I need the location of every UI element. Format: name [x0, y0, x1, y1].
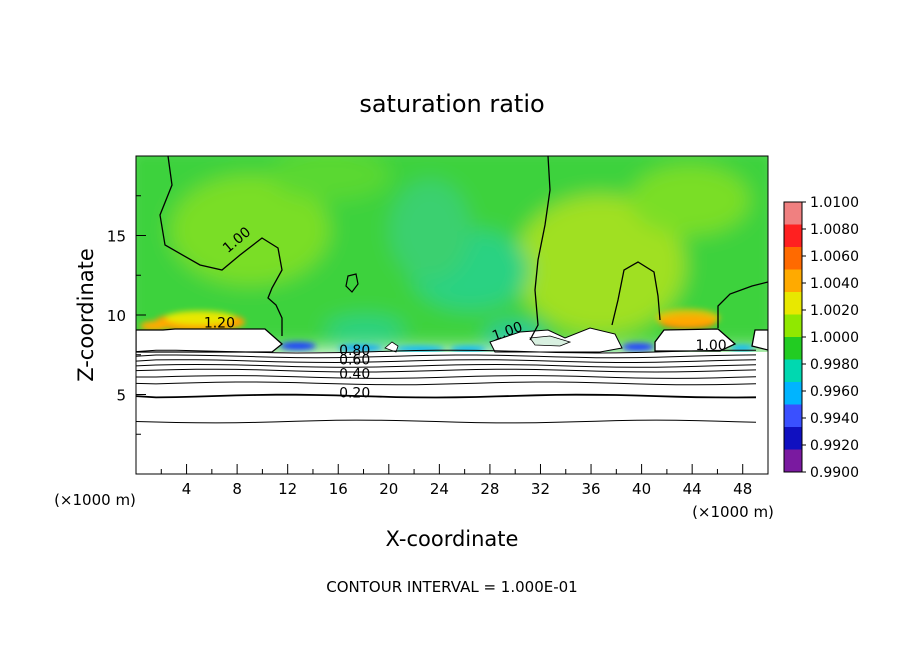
colorbar-label: 1.0000 [810, 330, 859, 346]
contour-line-1-00-far-right [717, 281, 768, 328]
x-tick-label: 12 [278, 480, 297, 498]
x-axis-unit-right: (×1000 m) [692, 503, 774, 521]
x-tick-label: 36 [581, 480, 600, 498]
colorbar-label: 1.0020 [810, 303, 859, 319]
x-tick-label: 48 [733, 480, 752, 498]
contour-label: 1.00 [696, 338, 727, 354]
contour-line [136, 381, 757, 386]
contour-label: 0.40 [339, 367, 370, 383]
y-axis-label: Z-coordinate [74, 248, 98, 382]
colorbar-label: 0.9980 [810, 357, 859, 373]
x-tick-label: 4 [182, 480, 192, 498]
cloud-lens-right [654, 328, 737, 352]
heatmap-field [136, 156, 768, 350]
y-tick-label: 15 [107, 228, 126, 246]
lower-contour-lines [136, 349, 757, 424]
colorbar-label: 1.0080 [810, 222, 859, 238]
colorbar-label: 1.0100 [810, 195, 859, 211]
x-tick-label: 32 [531, 480, 550, 498]
contour-line [136, 363, 757, 368]
contour-line-1-00-right [611, 261, 661, 326]
colorbar-swatch [784, 404, 802, 428]
x-tick-label: 28 [480, 480, 499, 498]
colorbar-swatch [784, 359, 802, 383]
plot-area: 1.001.20 1.001.000.800.600.400.20 [136, 156, 768, 474]
contour-line [136, 419, 757, 424]
colorbar-swatch [784, 202, 802, 225]
x-tick-label: 44 [683, 480, 702, 498]
x-tick-label: 16 [329, 480, 348, 498]
colorbar-swatch [784, 269, 802, 293]
cloud-lens-left [136, 328, 284, 353]
colorbar-label: 0.9920 [810, 438, 859, 454]
colorbar-label: 0.9940 [810, 411, 859, 427]
y-tick-label: 5 [116, 387, 126, 405]
x-tick-label: 8 [232, 480, 242, 498]
colorbar-swatch [784, 449, 802, 473]
colorbar-label: 1.0040 [810, 276, 859, 292]
colorbar-swatch [784, 427, 802, 450]
contour-line [136, 349, 756, 354]
x-tick-label: 20 [379, 480, 398, 498]
contour-line-1-00-center [529, 156, 551, 341]
contour-line [136, 393, 757, 399]
x-axis-unit-left: (×1000 m) [54, 491, 136, 509]
colorbar-label: 0.9900 [810, 465, 859, 481]
contour-line [136, 375, 757, 379]
cloud-lens-edge [751, 329, 768, 351]
x-tick-label: 24 [430, 480, 449, 498]
contour-label: 0.80 [339, 343, 370, 359]
x-axis-label: X-coordinate [386, 527, 519, 551]
colorbar-swatch [784, 224, 802, 248]
colorbar-label: 1.0060 [810, 249, 859, 265]
y-axis: 5 10 15 [107, 195, 146, 435]
contour-line-1-00-left [159, 156, 283, 336]
colorbar-swatch [784, 382, 802, 405]
contour-label: 0.60 [339, 352, 370, 368]
x-axis: 4 8 12 16 20 24 28 32 36 40 44 48 [160, 464, 752, 498]
colorbar: 1.0100 1.0080 1.0060 1.0040 1.0020 1.0000 0.99… [783, 195, 859, 481]
colorbar-swatch [784, 247, 802, 270]
contour-island [345, 273, 359, 293]
colorbar-swatch [784, 337, 802, 360]
contour-label: 1.20 [204, 316, 235, 332]
contour-line [136, 354, 757, 359]
x-tick-label: 40 [632, 480, 651, 498]
colorbar-swatch [784, 314, 802, 338]
y-tick-label: 10 [107, 307, 126, 325]
contour-interval-note: CONTOUR INTERVAL = 1.000E-01 [326, 578, 577, 596]
colorbar-label: 0.9960 [810, 384, 859, 400]
chart-title: saturation ratio [359, 90, 544, 118]
contour-line [136, 368, 757, 373]
colorbar-swatch [784, 292, 802, 315]
contour-line [136, 359, 757, 364]
contour-label: 0.20 [339, 386, 370, 402]
